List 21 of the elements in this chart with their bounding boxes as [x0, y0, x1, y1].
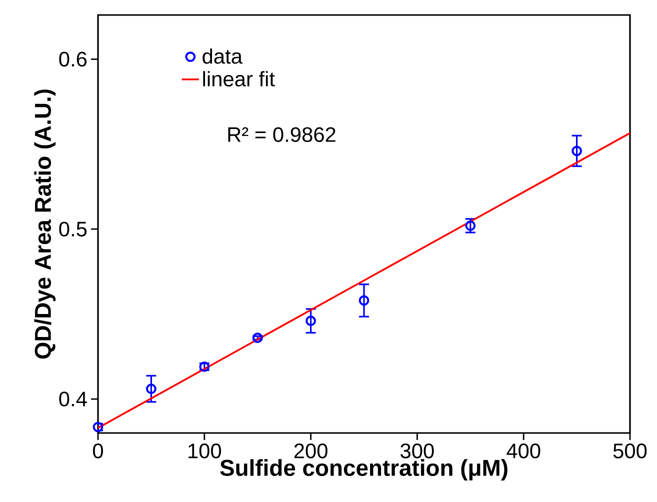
x-tick-label: 0: [92, 444, 103, 458]
point: [358, 295, 370, 306]
y-axis-title: QD/Dye Area Ratio (A.U.): [34, 90, 56, 359]
x-tick-label: 400: [506, 444, 540, 458]
point: [146, 384, 156, 394]
point: [465, 220, 476, 231]
x-tick-label: 100: [188, 444, 222, 458]
x-tick-label: 200: [294, 444, 328, 458]
x-axis-title: Sulfide concentration (μM): [220, 459, 508, 481]
x-tick-label: 500: [613, 444, 647, 458]
annotation: R² = 0.9862: [228, 127, 336, 142]
point: [306, 316, 316, 326]
y-tick-label: 0.6: [59, 52, 87, 67]
point: [92, 422, 104, 432]
point: [572, 146, 582, 156]
legend-label: linear fit: [203, 71, 275, 86]
y-tick-label: 0.5: [59, 222, 87, 236]
x-tick-label: 300: [400, 444, 434, 458]
y-tick-label: 0.4: [59, 392, 87, 406]
legend-label: data: [202, 48, 243, 64]
point: [252, 332, 263, 344]
